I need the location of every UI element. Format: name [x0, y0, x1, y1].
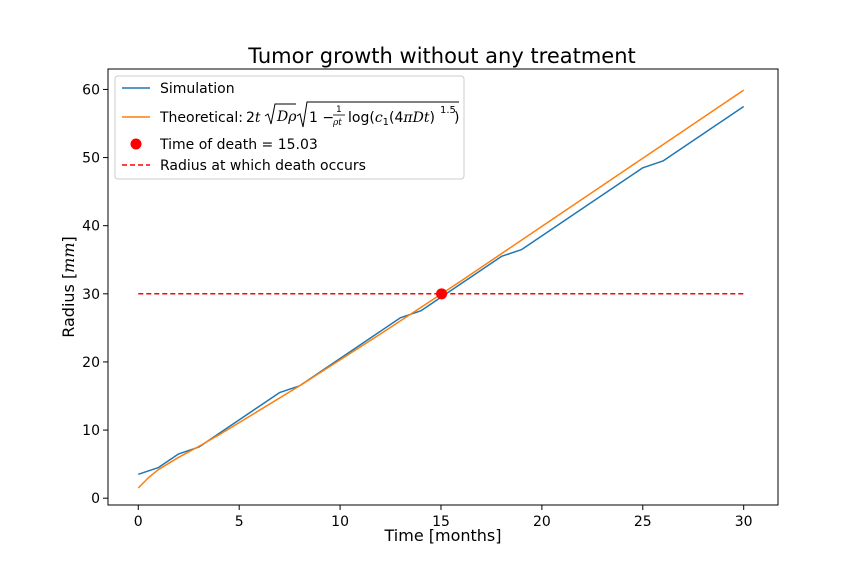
y-axis-label-prefix: Radius [ — [59, 273, 78, 338]
legend-label-theoretical: Theoretical: 2t Dρ 1 − 1 ρt log(c1(4πDt)… — [159, 101, 459, 128]
chart-title: Tumor growth without any treatment — [247, 44, 636, 68]
x-ticks: 0 5 10 15 20 25 30 — [134, 505, 753, 530]
x-tick-label: 15 — [432, 514, 450, 530]
axes-frame — [107, 68, 779, 506]
formula-drho: Dρ — [276, 109, 297, 125]
x-tick-label: 5 — [235, 514, 244, 530]
series-point-time-of-death-15-03 — [436, 288, 448, 300]
y-tick-label: 0 — [91, 491, 100, 507]
y-tick-label: 20 — [82, 355, 100, 371]
y-axis-label-unit: mm — [59, 242, 78, 272]
formula-sqrt-1 — [264, 103, 296, 125]
series-layer — [137, 89, 745, 489]
legend-label-death-point: Time of death = 15.03 — [159, 137, 318, 153]
y-ticks: 0 10 20 30 40 50 60 — [82, 82, 108, 507]
x-tick-label: 20 — [533, 514, 551, 530]
y-tick-label: 10 — [82, 423, 100, 439]
formula-one-minus: 1 − — [309, 110, 334, 126]
y-tick-label: 50 — [82, 151, 100, 167]
y-tick-label: 30 — [82, 287, 100, 303]
x-tick-label: 25 — [634, 514, 652, 530]
theoretical-formula: 2t Dρ 1 − 1 ρt log(c1(4πDt) 1.5 ) — [246, 101, 459, 128]
formula-exponent: 1.5 — [440, 105, 456, 116]
legend-label-theoretical-prefix: Theoretical: — [159, 110, 243, 126]
x-tick-label: 10 — [331, 514, 349, 530]
formula-sqrt-2 — [296, 101, 459, 128]
formula-frac-num: 1 — [336, 105, 342, 115]
y-axis-label: Radius [mm] — [59, 236, 78, 338]
formula-lead: 2t — [246, 110, 261, 126]
formula-frac-den: ρt — [332, 118, 342, 128]
y-tick-label: 40 — [82, 219, 100, 235]
formula-close: ) — [454, 110, 459, 126]
legend: Simulation Theoretical: 2t Dρ 1 − 1 ρt l… — [114, 75, 465, 180]
x-tick-label: 0 — [134, 514, 143, 530]
x-axis-label: Time [months] — [384, 526, 502, 545]
legend-swatch-death-point — [130, 138, 142, 150]
y-axis-label-suffix: ] — [59, 236, 78, 242]
series-line-theoretical — [137, 89, 745, 489]
y-tick-label: 60 — [82, 82, 100, 98]
legend-label-simulation: Simulation — [160, 81, 235, 97]
legend-label-death-line: Radius at which death occurs — [160, 158, 366, 174]
x-tick-label: 30 — [735, 514, 753, 530]
formula-log: log(c1(4πDt) — [348, 110, 435, 128]
plot-area: 0 5 10 15 20 25 30 0 10 20 30 40 50 60 — [82, 68, 779, 530]
